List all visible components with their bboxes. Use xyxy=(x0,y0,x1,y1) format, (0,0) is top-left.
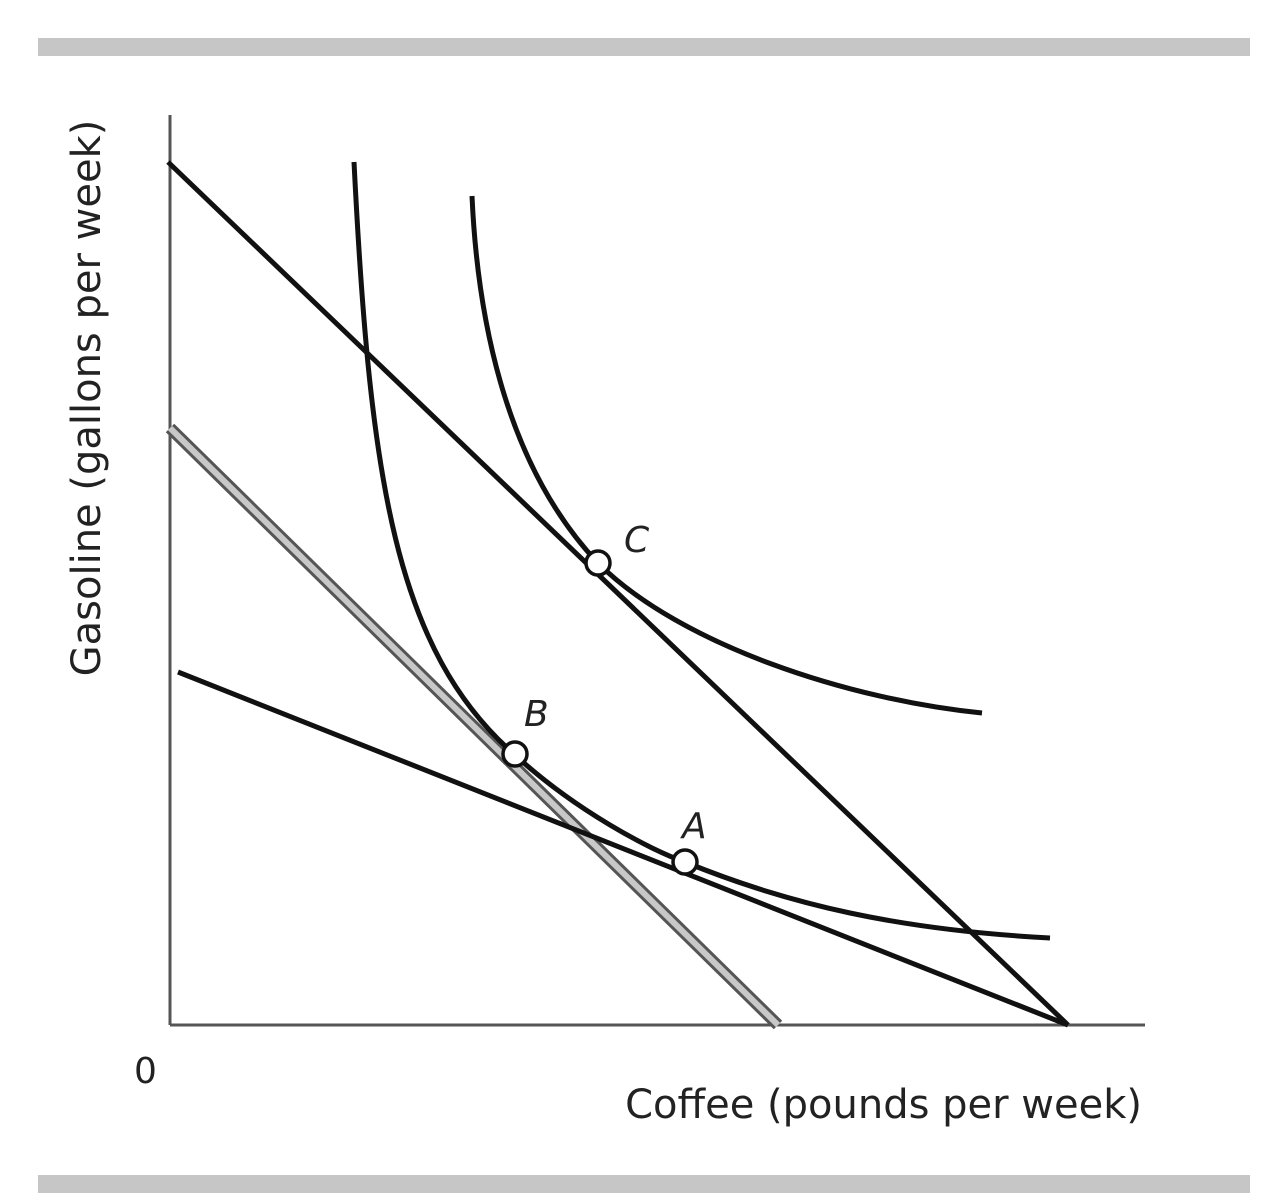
indifference-curve-low xyxy=(351,161,1051,941)
top-rule xyxy=(38,38,1250,56)
budget-line-new xyxy=(166,160,1070,1027)
indifference-curve-high xyxy=(469,195,983,716)
bottom-rule xyxy=(38,1175,1250,1193)
point-b-marker xyxy=(501,740,529,768)
point-b-label: B xyxy=(524,694,549,735)
x-axis-label: Coffee (pounds per week) xyxy=(625,1082,1142,1128)
budget-line-initial xyxy=(177,669,1069,1028)
point-a-marker xyxy=(671,848,699,876)
y-axis-label: Gasoline (gallons per week) xyxy=(64,120,110,677)
point-c-label: C xyxy=(624,520,650,561)
point-a-label: A xyxy=(680,806,707,847)
origin-label: 0 xyxy=(134,1051,157,1092)
grey-budget-line xyxy=(165,423,783,1030)
point-c-marker xyxy=(584,549,612,577)
